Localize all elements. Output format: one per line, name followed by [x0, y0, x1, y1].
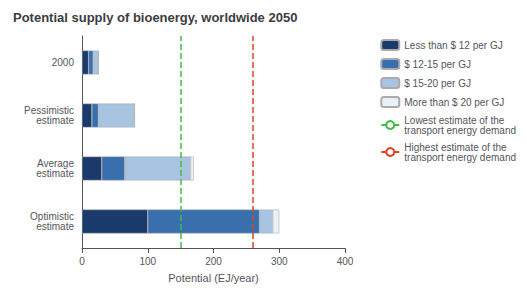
svg-text:Potential supply of bioenergy,: Potential supply of bioenergy, worldwide… — [13, 10, 297, 25]
svg-text:Less than $ 12 per GJ: Less than $ 12 per GJ — [404, 40, 502, 51]
svg-text:Optimistic: Optimistic — [30, 211, 74, 222]
svg-text:2000: 2000 — [52, 57, 75, 68]
svg-text:estimate: estimate — [36, 221, 74, 232]
svg-text:200: 200 — [205, 256, 222, 267]
svg-text:transport energy demand: transport energy demand — [404, 152, 516, 163]
svg-text:Average: Average — [36, 158, 74, 169]
svg-text:transport energy demand: transport energy demand — [404, 125, 516, 136]
svg-text:300: 300 — [271, 256, 288, 267]
svg-text:$ 12-15 per GJ: $ 12-15 per GJ — [404, 59, 471, 70]
svg-text:$ 15-20 per GJ: $ 15-20 per GJ — [404, 78, 471, 89]
svg-text:More than $ 20 per GJ: More than $ 20 per GJ — [404, 97, 504, 108]
svg-text:100: 100 — [139, 256, 156, 267]
svg-text:Lowest estimate of the: Lowest estimate of the — [404, 114, 505, 126]
svg-text:Highest estimate of the: Highest estimate of the — [404, 141, 507, 153]
svg-text:estimate: estimate — [36, 115, 74, 126]
svg-text:Pessimistic: Pessimistic — [24, 105, 74, 116]
svg-text:400: 400 — [337, 256, 354, 267]
svg-text:Potential (EJ/year): Potential (EJ/year) — [168, 272, 258, 284]
svg-text:estimate: estimate — [36, 168, 74, 179]
svg-text:0: 0 — [79, 256, 85, 267]
